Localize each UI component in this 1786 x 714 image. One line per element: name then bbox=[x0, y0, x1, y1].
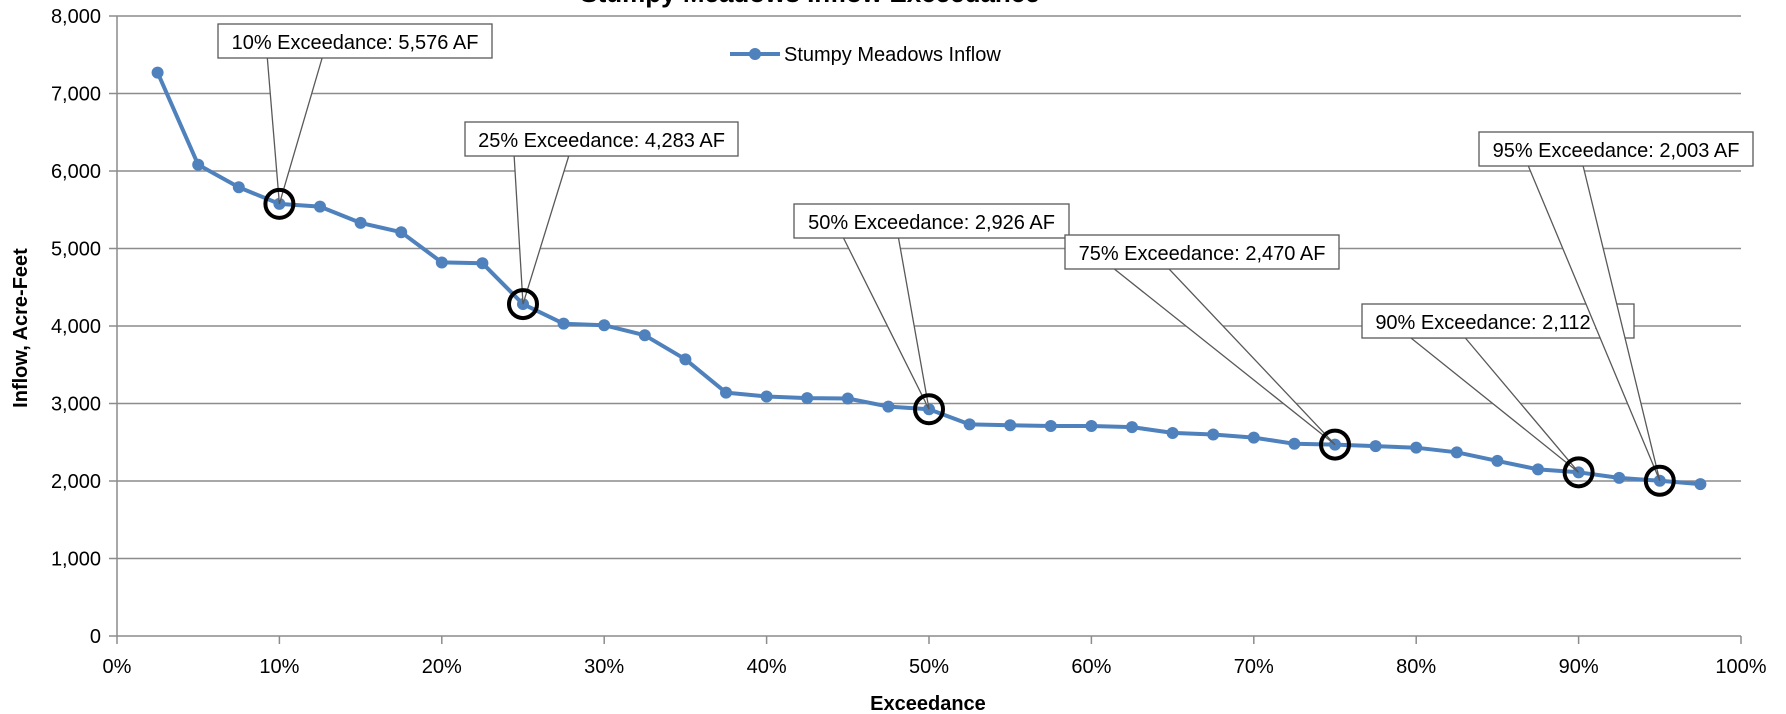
data-point bbox=[1207, 428, 1220, 441]
y-tick-label: 1,000 bbox=[51, 549, 101, 571]
data-point bbox=[1450, 446, 1463, 459]
data-point bbox=[1369, 440, 1382, 453]
callout-box bbox=[1478, 131, 1754, 167]
data-point bbox=[1044, 419, 1057, 432]
data-point bbox=[1004, 419, 1017, 432]
callout-pointer bbox=[513, 155, 570, 305]
data-point bbox=[395, 226, 408, 239]
x-tick-label: 0% bbox=[103, 656, 132, 678]
legend-marker bbox=[749, 48, 761, 60]
callout-label: 90% Exceedance: 2,112 AF bbox=[1375, 312, 1620, 334]
callout-circle bbox=[507, 288, 539, 321]
data-point bbox=[557, 317, 570, 330]
data-point bbox=[354, 216, 367, 229]
data-point bbox=[882, 400, 895, 413]
y-tick-label: 2,000 bbox=[51, 471, 101, 493]
callout-pointer bbox=[1112, 268, 1336, 446]
x-tick-label: 20% bbox=[422, 656, 462, 678]
chart-title: Stumpy Meadows Inflow Exceedance bbox=[580, 0, 1039, 8]
callout-box bbox=[793, 203, 1070, 239]
data-point bbox=[1410, 441, 1423, 454]
data-point bbox=[841, 392, 854, 405]
x-tick-label: 50% bbox=[909, 656, 949, 678]
callout-label: 75% Exceedance: 2,470 AF bbox=[1079, 243, 1326, 265]
x-tick-label: 10% bbox=[259, 656, 299, 678]
y-tick-label: 0 bbox=[90, 626, 101, 648]
y-tick-label: 4,000 bbox=[51, 316, 101, 338]
legend: Stumpy Meadows Inflow bbox=[730, 44, 1001, 66]
callout-label: 25% Exceedance: 4,283 AF bbox=[478, 130, 725, 152]
callout-pointer bbox=[1409, 337, 1580, 473]
callout-circle bbox=[1562, 456, 1595, 489]
callout-box bbox=[464, 121, 739, 157]
x-tick-label: 30% bbox=[584, 656, 624, 678]
x-tick-label: 90% bbox=[1559, 656, 1599, 678]
x-axis-title: Exceedance bbox=[870, 693, 986, 714]
data-point bbox=[232, 181, 245, 194]
callout-pointer bbox=[842, 237, 930, 410]
data-point bbox=[638, 329, 651, 342]
data-point bbox=[1288, 437, 1301, 450]
y-tick-label: 8,000 bbox=[51, 6, 101, 28]
y-tick-label: 7,000 bbox=[51, 84, 101, 106]
y-tick-label: 3,000 bbox=[51, 394, 101, 416]
gridlines bbox=[117, 15, 1741, 560]
callout-label: 50% Exceedance: 2,926 AF bbox=[808, 212, 1055, 234]
x-tick-label: 100% bbox=[1715, 656, 1766, 678]
callout-box bbox=[217, 23, 493, 59]
data-point bbox=[760, 390, 773, 403]
callout-label: 10% Exceedance: 5,576 AF bbox=[232, 32, 479, 54]
data-point bbox=[476, 257, 489, 270]
data-point bbox=[192, 158, 205, 171]
data-point bbox=[1085, 419, 1098, 432]
callout-label: 95% Exceedance: 2,003 AF bbox=[1493, 140, 1740, 162]
data-point bbox=[679, 353, 692, 366]
data-point bbox=[1694, 478, 1707, 491]
data-point bbox=[598, 319, 611, 332]
data-point bbox=[314, 200, 326, 213]
data-point bbox=[1126, 421, 1138, 434]
callout-circle bbox=[1319, 428, 1351, 461]
data-point bbox=[1491, 454, 1504, 467]
data-point bbox=[963, 418, 976, 431]
callouts-layer: 10% Exceedance: 5,576 AF 25% Exceedance: … bbox=[217, 23, 1754, 497]
callout-circle bbox=[263, 187, 296, 220]
tick-labels: 0 1,000 2,000 3,000 4,000 5,000 6,000 7,000 8,00… bbox=[51, 6, 1767, 678]
y-tick-label: 6,000 bbox=[51, 161, 101, 183]
data-point bbox=[1166, 426, 1179, 439]
y-axis-title: Inflow, Acre-Feet bbox=[10, 248, 32, 408]
data-point bbox=[151, 66, 164, 79]
axes bbox=[109, 15, 1742, 644]
x-tick-label: 80% bbox=[1396, 656, 1436, 678]
x-tick-label: 60% bbox=[1071, 656, 1111, 678]
x-tick-label: 40% bbox=[747, 656, 787, 678]
callout-box bbox=[1064, 234, 1340, 270]
data-point bbox=[1247, 431, 1260, 444]
callout-pointer bbox=[266, 57, 323, 205]
callout-circle bbox=[913, 393, 945, 426]
callout-circle bbox=[1643, 464, 1676, 497]
x-tick-label: 70% bbox=[1234, 656, 1274, 678]
data-point bbox=[801, 392, 814, 405]
series-layer bbox=[151, 66, 1707, 491]
y-tick-label: 5,000 bbox=[51, 239, 101, 261]
data-point bbox=[435, 256, 448, 269]
data-point bbox=[1613, 471, 1626, 484]
data-point bbox=[1532, 463, 1544, 476]
legend-label: Stumpy Meadows Inflow bbox=[784, 44, 1001, 66]
data-point bbox=[720, 386, 732, 399]
